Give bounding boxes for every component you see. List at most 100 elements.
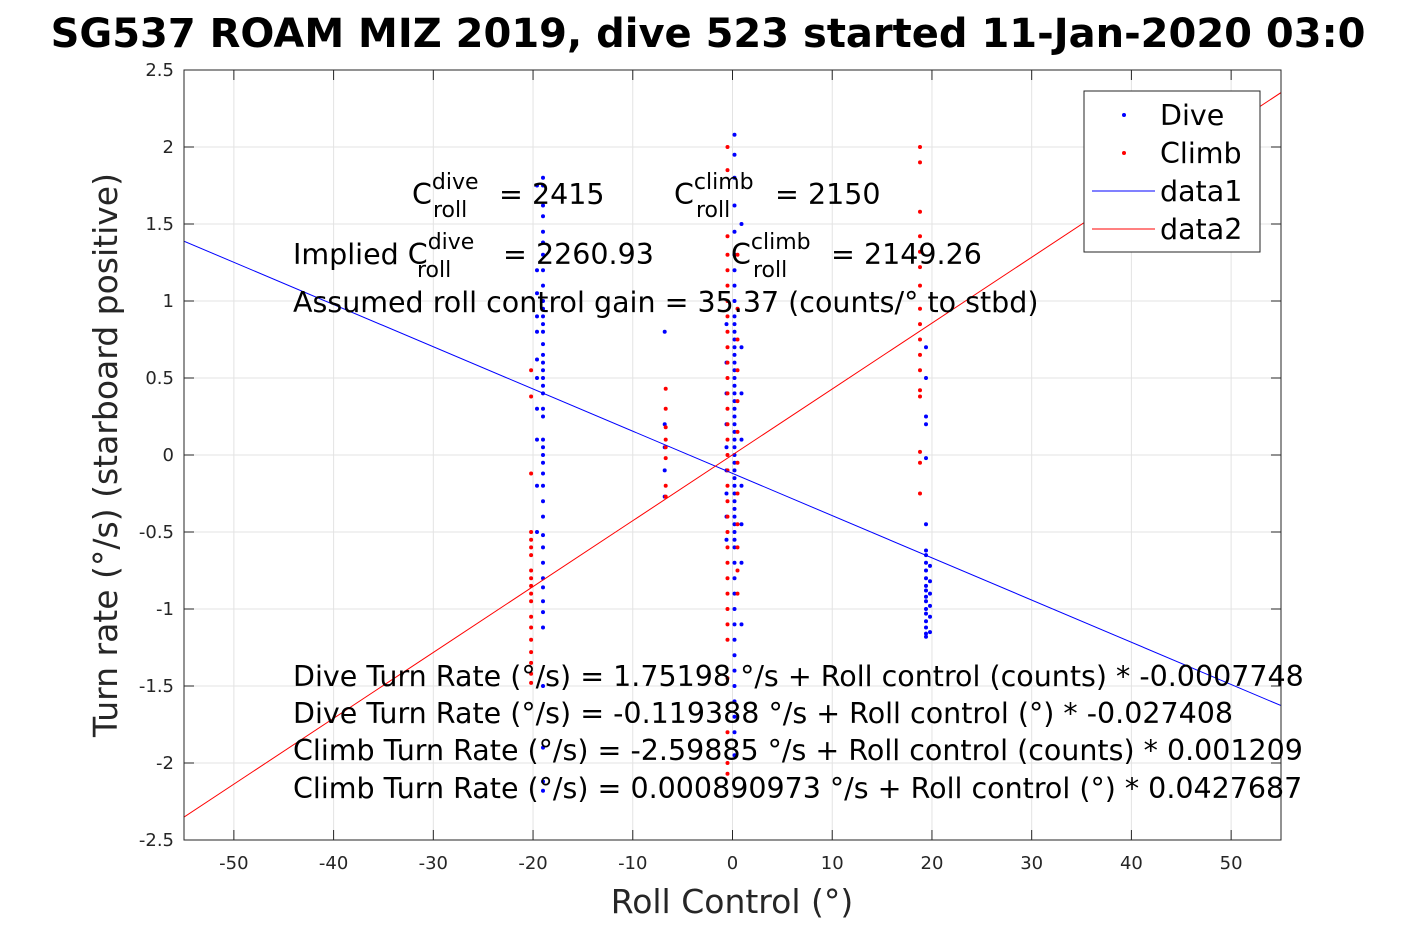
dive-point (732, 460, 737, 465)
dive-point (535, 291, 539, 296)
dive-point (541, 585, 545, 590)
dive-point (924, 576, 928, 581)
dive-point (739, 345, 744, 350)
dive-point (724, 491, 729, 496)
dive-point (541, 229, 545, 234)
climb-point (725, 761, 730, 765)
climb-point (735, 545, 740, 550)
dive-point (732, 730, 737, 735)
y-tick-label: 0.5 (145, 368, 174, 389)
y-tick-label: 2.5 (145, 60, 174, 81)
dive-point (541, 314, 545, 319)
dive-point (541, 460, 545, 465)
dive-point (732, 203, 737, 208)
x-tick-label: 30 (1020, 853, 1043, 874)
y-tick-label: -2.5 (139, 830, 174, 851)
climb-point (663, 445, 668, 450)
dive-point (924, 522, 928, 527)
dive-point (732, 607, 737, 611)
climb-point (663, 425, 668, 430)
climb-point (725, 329, 730, 334)
implied-prefix: Implied C (293, 238, 428, 271)
dive-point (541, 252, 545, 257)
x-tick-label: 40 (1120, 853, 1143, 874)
dive-point (541, 514, 545, 519)
dive-point (732, 622, 737, 627)
climb-point (725, 771, 730, 776)
dive-point (732, 668, 737, 673)
legend-box (1083, 90, 1261, 253)
climb-point (529, 368, 534, 373)
climb-point (725, 730, 730, 735)
dive-point (541, 684, 545, 688)
climb-point (529, 530, 534, 534)
dive-point (732, 329, 737, 334)
legend-label-climb: Climb (1160, 137, 1242, 170)
climb-point (725, 234, 730, 239)
implied-climb-value: = 2149.26 (822, 238, 982, 271)
climb-point (529, 671, 534, 676)
dive-point (924, 568, 928, 573)
climb-point (725, 437, 730, 442)
y-tick-label: -2 (156, 753, 174, 774)
dive-point (541, 342, 545, 347)
dive-point (924, 611, 928, 616)
dive-point (541, 625, 545, 630)
climb-point (725, 530, 730, 534)
dive-point (924, 548, 928, 553)
climb-point (735, 522, 740, 527)
dive-point (541, 406, 545, 411)
y-tick-label: -0.5 (139, 522, 174, 543)
dive-point (732, 422, 737, 427)
climb-point (663, 406, 668, 411)
climb-point (663, 456, 668, 461)
dive-point (732, 445, 737, 450)
dive-point (732, 591, 737, 596)
dive-point (541, 214, 545, 219)
dive-point (541, 545, 545, 550)
dive-point (535, 183, 539, 188)
c-dive-sup: dive (432, 170, 479, 195)
annotation-fit-2: Dive Turn Rate (°/s) = -0.119388 °/s + R… (293, 697, 1233, 730)
implied-dive-value: = 2260.93 (494, 238, 654, 271)
climb-point (725, 391, 730, 396)
dive-point (541, 533, 545, 538)
climb-point (725, 345, 730, 350)
climb-point (918, 491, 922, 496)
dive-point (541, 203, 545, 208)
dive-point (739, 560, 744, 565)
dive-point (541, 368, 545, 373)
x-tick-label: 10 (821, 853, 844, 874)
dive-point (732, 383, 737, 388)
dive-point (541, 483, 545, 488)
climb-point (529, 660, 534, 665)
dive-point (928, 630, 932, 635)
dive-point (739, 222, 744, 226)
dive-point (732, 314, 737, 319)
dive-point (732, 322, 737, 327)
dive-point (535, 406, 539, 411)
dive-point (732, 506, 737, 511)
dive-point (732, 714, 737, 719)
dive-point (732, 414, 737, 419)
dive-point (541, 499, 545, 504)
climb-point (725, 453, 730, 457)
dive-point (924, 588, 928, 593)
climb-point (725, 268, 730, 273)
climb-point (725, 406, 730, 411)
dive-point (739, 622, 744, 627)
climb-point (725, 252, 730, 257)
climb-point (918, 145, 922, 149)
climb-point (918, 283, 922, 288)
dive-point (732, 360, 737, 365)
dive-point (739, 437, 744, 442)
dive-point (732, 753, 737, 758)
x-tick-label: -40 (319, 853, 348, 874)
c-dive-base: C (412, 178, 432, 211)
dive-point (924, 345, 928, 350)
climb-point (725, 607, 730, 611)
climb-point (725, 168, 730, 173)
y-tick-label: 1 (163, 291, 174, 312)
climb-point (918, 388, 922, 393)
